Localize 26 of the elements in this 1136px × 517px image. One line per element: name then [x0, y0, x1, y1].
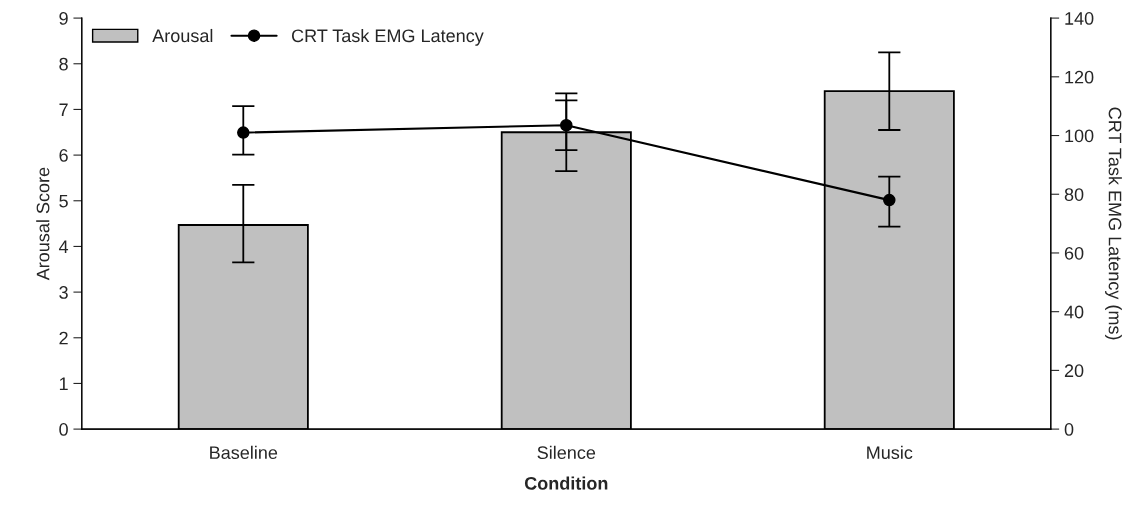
y2-tick-label: 120: [1065, 70, 1094, 84]
y-tick-label: 9: [59, 12, 68, 25]
x-tick-label: Music: [867, 445, 913, 460]
y2-tick-label: 20: [1064, 364, 1084, 378]
y-tick-label: 4: [58, 240, 69, 253]
y-tick-label: 0: [59, 423, 68, 436]
y-tick-label: 7: [59, 103, 68, 116]
y-tick-label: 5: [59, 194, 68, 208]
y2-tick-label: 40: [1064, 305, 1084, 319]
y2-tick-label: 0: [1064, 423, 1074, 436]
y2-tick-label: 100: [1065, 129, 1094, 143]
y2-tick-label: 80: [1064, 188, 1084, 201]
y-tick-label: 1: [59, 377, 68, 390]
legend-label: CRT Task EMG Latency: [291, 28, 484, 46]
y-tick-label: 2: [59, 331, 68, 345]
y-tick-label: 6: [59, 149, 68, 162]
y2-tick-label: 60: [1064, 246, 1084, 260]
x-tick-label: Silence: [537, 445, 596, 460]
x-axis-title: Condition: [524, 476, 608, 490]
y-tick-label: 8: [59, 57, 68, 71]
y-tick-label: 3: [59, 286, 68, 299]
y2-axis-title: CRT Task EMG Latency (ms): [1105, 107, 1122, 340]
x-tick-label: Baseline: [210, 445, 278, 460]
legend-label: Arousal: [152, 28, 213, 43]
y2-tick-label: 140: [1065, 12, 1094, 25]
y-axis-title: Arousal Score: [36, 167, 50, 281]
